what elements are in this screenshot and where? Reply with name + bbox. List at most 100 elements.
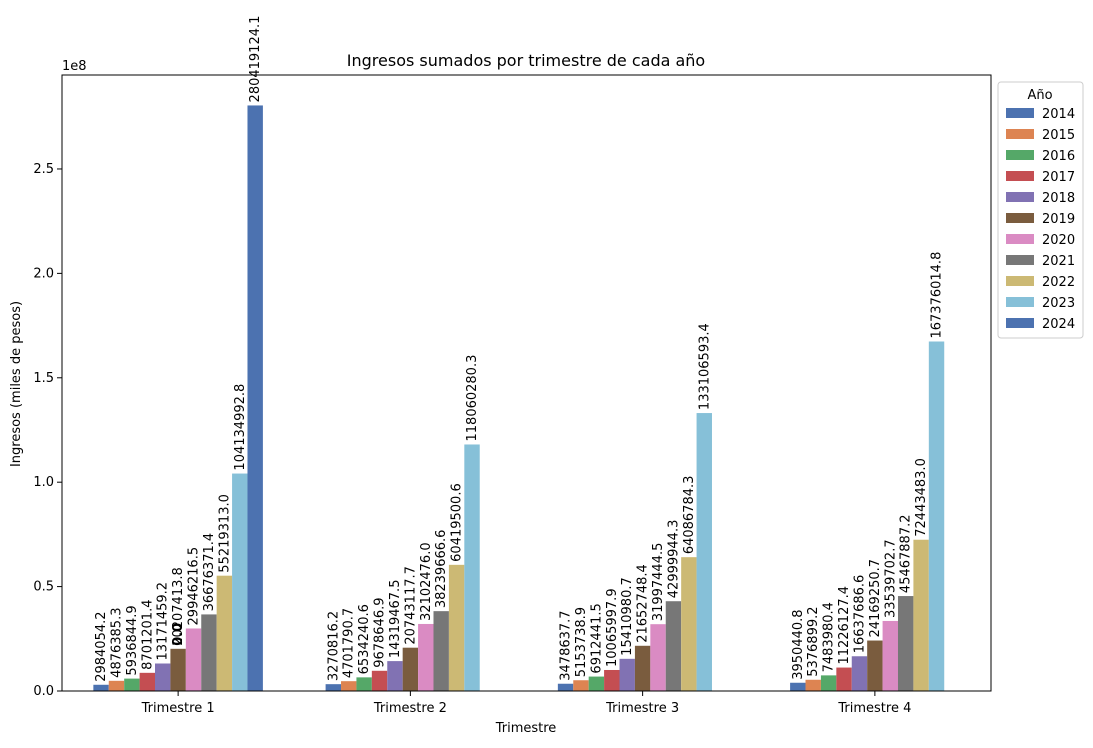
legend-label-2015: 2015 [1042, 128, 1075, 143]
bar-label-2019-2: 20743117.7 [403, 566, 418, 645]
bar-label-2023-3: 133106593.4 [697, 323, 712, 410]
bar-label-2018-3: 15410980.7 [620, 577, 635, 656]
bar-2014-1 [93, 684, 109, 691]
bar-2019-4 [867, 640, 883, 691]
bar-2021-4 [897, 596, 914, 691]
x-axis-label: Trimestre [495, 721, 557, 736]
legend-box [997, 81, 1084, 339]
bar-label-2022-3: 64086784.3 [682, 476, 697, 555]
bar-label-2021-2: 38239666.6 [434, 530, 449, 609]
bar-2019-2 [402, 647, 419, 691]
x-tick-label: Trimestre 4 [837, 701, 911, 716]
bar-label-2015-4: 5376899.2 [806, 606, 821, 676]
bar-label-2023-1: 104134992.8 [233, 384, 248, 471]
y-tick-label: 1.5 [33, 371, 54, 386]
y-tick-label: 1.0 [33, 475, 54, 490]
bar-2015-3 [573, 680, 589, 691]
bar-label-2022-1: 55219313.0 [217, 494, 232, 573]
bar-label-2017-2: 9678646.9 [373, 597, 388, 667]
bar-label-2023-4: 167376014.8 [930, 252, 945, 339]
bar-label-2019-1: 20207413.8 [171, 567, 186, 646]
bar-label-2016-1: 5936844.9 [125, 605, 140, 675]
bar-label-2017-1: 8701201.4 [140, 600, 155, 670]
bar-2017-3 [604, 669, 620, 691]
bar-2015-4 [805, 679, 821, 691]
bar-label-2016-2: 6534240.6 [357, 604, 372, 674]
bar-2022-2 [448, 564, 465, 691]
legend-swatch-2022 [1006, 276, 1034, 286]
legend-label-2020: 2020 [1042, 233, 1075, 248]
bar-label-2014-4: 3950440.8 [791, 609, 806, 679]
bar-2022-1 [216, 575, 233, 691]
legend-swatch-2020 [1006, 234, 1034, 244]
x-tick-label: Trimestre 2 [373, 701, 447, 716]
bar-label-2024-1: 280419124.1 [248, 16, 263, 103]
bar-label-2019-3: 21652748.4 [636, 564, 651, 643]
bar-2016-1 [124, 678, 140, 691]
bar-2016-3 [588, 676, 605, 691]
legend: Año 2014 2015 2016 2017 2018 2019 2020 2021 2022… [997, 81, 1084, 339]
bar-label-2018-1: 13171459.2 [156, 582, 171, 661]
bar-2016-2 [356, 677, 372, 691]
bar-2020-3 [650, 624, 666, 691]
legend-label-2022: 2022 [1042, 275, 1075, 290]
bar-2024-1 [247, 105, 263, 692]
y-offset-label: 1e8 [62, 59, 87, 74]
bar-label-2023-2: 118060280.3 [465, 355, 480, 442]
bar-2021-2 [433, 611, 449, 691]
bar-label-2015-2: 4701790.7 [342, 608, 357, 678]
bar-2018-3 [619, 658, 635, 691]
bar-label-2020-1: 29946216.5 [187, 547, 202, 626]
zero-value-annotation: 0.0 [171, 623, 186, 646]
bar-label-2014-2: 3270816.2 [326, 611, 341, 681]
bar-2018-2 [387, 661, 403, 691]
bar-2018-4 [851, 656, 868, 691]
bar-label-2021-1: 36676371.4 [202, 533, 217, 612]
bar-2023-2 [464, 444, 480, 691]
bar-2017-2 [371, 670, 388, 691]
bar-2016-4 [820, 675, 837, 691]
bar-2014-3 [557, 683, 574, 691]
bar-label-2017-3: 10065997.9 [605, 588, 620, 667]
bar-2023-1 [232, 473, 248, 691]
legend-swatch-2015 [1006, 129, 1034, 139]
bar-label-2017-4: 11226127.4 [837, 586, 852, 665]
bar-label-2020-4: 33539702.7 [883, 539, 898, 618]
bar-2021-1 [201, 614, 217, 691]
legend-swatch-2017 [1006, 171, 1034, 181]
bar-label-2020-3: 31997444.5 [651, 543, 666, 622]
bar-2023-4 [928, 341, 945, 691]
bars-group [93, 105, 945, 692]
bar-2019-3 [634, 645, 651, 691]
legend-label-2014: 2014 [1042, 107, 1075, 122]
legend-swatch-2019 [1006, 213, 1034, 223]
chart-title: Ingresos sumados por trimestre de cada a… [347, 51, 705, 70]
bar-labels-group: 2984054.2 3270816.2 3478637.7 3950440.8 4876… [94, 16, 944, 682]
bar-label-2014-1: 2984054.2 [94, 611, 109, 681]
bar-2014-2 [325, 684, 342, 691]
legend-label-2018: 2018 [1042, 191, 1075, 206]
plot-frame [61, 74, 992, 692]
legend-swatch-2014 [1006, 108, 1034, 118]
bar-label-2021-3: 42999944.3 [666, 520, 681, 599]
legend-swatch-2024 [1006, 318, 1034, 328]
bar-label-2015-3: 5153738.9 [574, 607, 589, 677]
bar-label-2020-2: 32102476.0 [419, 542, 434, 621]
bar-label-2019-4: 24169250.7 [868, 559, 883, 638]
bar-2022-4 [913, 539, 929, 691]
bar-2020-4 [882, 620, 898, 691]
legend-label-2024: 2024 [1042, 317, 1075, 332]
bar-2017-1 [139, 672, 156, 691]
legend-title: Año [1027, 88, 1052, 103]
bar-2022-3 [681, 557, 697, 691]
bar-2020-1 [185, 628, 202, 691]
y-tick-label: 0.5 [33, 580, 54, 595]
legend-swatch-2018 [1006, 192, 1034, 202]
legend-swatch-2023 [1006, 297, 1034, 307]
bar-label-2022-2: 60419500.6 [450, 483, 465, 562]
bar-label-2022-4: 72443483.0 [914, 458, 929, 537]
legend-label-2021: 2021 [1042, 254, 1075, 269]
y-tick-label: 2.5 [33, 162, 54, 177]
legend-label-2023: 2023 [1042, 296, 1075, 311]
